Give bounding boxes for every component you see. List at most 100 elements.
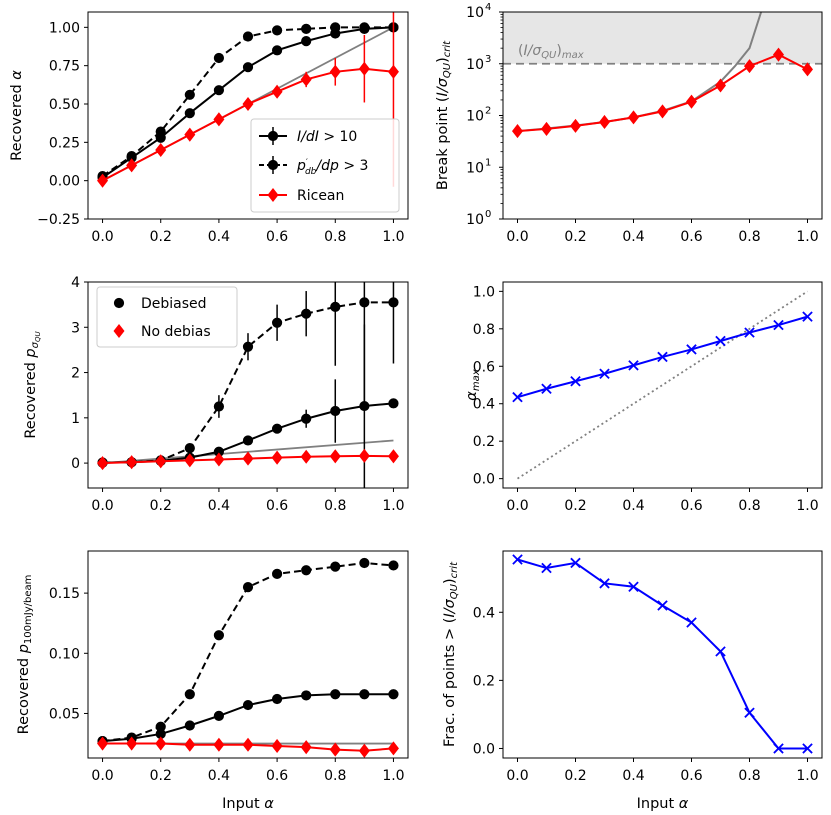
y-tick-label: 0.8 bbox=[473, 322, 495, 338]
y-label-symbol: α bbox=[464, 391, 480, 401]
series-line bbox=[517, 53, 808, 133]
x-tick-label: 0.4 bbox=[622, 768, 644, 784]
y-tick-label: 2 bbox=[71, 366, 80, 382]
y-tick-exponent: 3 bbox=[485, 54, 491, 65]
legend-label: p′ db/dp > 3 bbox=[296, 158, 368, 177]
x-marker-stroke bbox=[628, 581, 639, 592]
threshold-annotation: (I/σQU)max bbox=[518, 43, 584, 61]
y-tick-base: 10 bbox=[466, 5, 484, 21]
data-point bbox=[686, 617, 697, 628]
data-point bbox=[300, 449, 312, 464]
data-point bbox=[330, 689, 341, 700]
data-point bbox=[301, 690, 312, 701]
series-1 bbox=[512, 554, 813, 754]
panel-6: 0.0 0.2 0.4 0.6 0.8 1.0 0.0 0.2 0.4 Frac. of poin… bbox=[442, 550, 823, 812]
data-point bbox=[271, 693, 283, 705]
data-point bbox=[599, 368, 610, 380]
data-point bbox=[388, 297, 399, 308]
y-label-text: ) bbox=[442, 578, 458, 584]
x-marker-stroke bbox=[657, 600, 668, 611]
data-point bbox=[213, 630, 225, 641]
series-3 bbox=[97, 448, 399, 471]
data-point bbox=[686, 94, 697, 109]
data-point bbox=[126, 455, 138, 470]
y-label-subscript: QU bbox=[442, 62, 453, 78]
data-point bbox=[657, 600, 668, 611]
x-tick-label: 1.0 bbox=[796, 768, 818, 784]
data-point bbox=[126, 158, 138, 173]
plot-area bbox=[503, 12, 822, 139]
x-tick-label: 1.0 bbox=[796, 498, 818, 514]
x-marker-stroke bbox=[570, 376, 581, 387]
y-tick-label: 10 bbox=[466, 57, 484, 73]
annotation-part: max bbox=[562, 50, 584, 61]
legend-marker bbox=[267, 187, 279, 203]
y-label-subscript: max bbox=[471, 369, 482, 391]
y-tick-label: 10 bbox=[466, 212, 484, 228]
y-label-text: Break point ( bbox=[435, 96, 451, 190]
x-marker-stroke bbox=[802, 743, 813, 754]
data-point bbox=[330, 301, 341, 313]
legend: Debiased No debias bbox=[96, 286, 238, 348]
y-label-text: Recovered bbox=[16, 653, 32, 734]
x-tick-label: 0.8 bbox=[324, 768, 346, 784]
y-label-text: Recovered bbox=[9, 80, 25, 161]
y-tick-label: 0.75 bbox=[49, 59, 80, 75]
y-label-subscript: crit bbox=[449, 561, 460, 578]
y-tick-label: 10 bbox=[466, 109, 484, 125]
data-point bbox=[301, 565, 312, 576]
legend-box bbox=[250, 118, 400, 213]
y-label-subscript: QU bbox=[449, 583, 460, 599]
data-point bbox=[97, 173, 109, 188]
data-point bbox=[271, 423, 283, 434]
axes-frame bbox=[87, 11, 409, 220]
x-tick-label: 0.2 bbox=[150, 498, 172, 514]
x-tick-label: 0.8 bbox=[324, 498, 346, 514]
x-tick-label: 1.0 bbox=[382, 768, 404, 784]
x-tick-label: 0.0 bbox=[91, 768, 113, 784]
x-marker-stroke bbox=[599, 368, 610, 380]
axes-frame bbox=[502, 550, 823, 759]
x-tick-label: 0.2 bbox=[150, 768, 172, 784]
y-tick-exponent: 2 bbox=[485, 106, 491, 117]
data-point bbox=[330, 561, 341, 572]
data-point bbox=[184, 89, 195, 100]
x-tick-label: 0.0 bbox=[91, 498, 113, 514]
data-point bbox=[242, 62, 254, 73]
x-tick-label: 0.2 bbox=[564, 498, 586, 514]
series-2 bbox=[97, 22, 399, 182]
x-axis-label: Input α bbox=[222, 796, 274, 812]
legend-label-part: /dp bbox=[314, 158, 339, 174]
data-point bbox=[657, 104, 668, 119]
data-point bbox=[599, 578, 610, 589]
annotation-part: ( bbox=[518, 43, 523, 59]
x-marker-stroke bbox=[744, 327, 755, 338]
y-axis-label: Recovered pσQU bbox=[23, 331, 42, 438]
x-tick-label: 0.2 bbox=[564, 768, 586, 784]
legend-entry: I/dI > 10 bbox=[259, 127, 357, 145]
legend-box bbox=[96, 286, 238, 348]
data-point bbox=[773, 743, 784, 754]
y-tick-base: 10 bbox=[466, 212, 484, 228]
y-tick-exponent: 4 bbox=[485, 2, 491, 13]
data-point bbox=[359, 689, 370, 700]
data-point bbox=[358, 743, 370, 758]
annotation-part: ) bbox=[556, 43, 561, 59]
x-tick-label: 0.6 bbox=[680, 229, 702, 245]
data-point bbox=[155, 454, 167, 469]
data-point bbox=[271, 317, 283, 328]
x-tick-label: 0.2 bbox=[150, 229, 172, 245]
legend-marker bbox=[113, 297, 125, 309]
x-tick-label: 0.6 bbox=[266, 768, 288, 784]
x-marker-stroke bbox=[802, 311, 813, 322]
data-point bbox=[242, 582, 254, 593]
axes-frame bbox=[87, 281, 409, 489]
y-tick-label: 4 bbox=[71, 275, 80, 291]
data-point bbox=[301, 23, 312, 34]
y-tick-label: 0.2 bbox=[473, 434, 495, 450]
y-label-subscript: 100mJy/beam bbox=[23, 575, 34, 644]
x-tick-label: 0.0 bbox=[506, 498, 528, 514]
data-point bbox=[686, 344, 697, 355]
data-point bbox=[628, 581, 639, 592]
